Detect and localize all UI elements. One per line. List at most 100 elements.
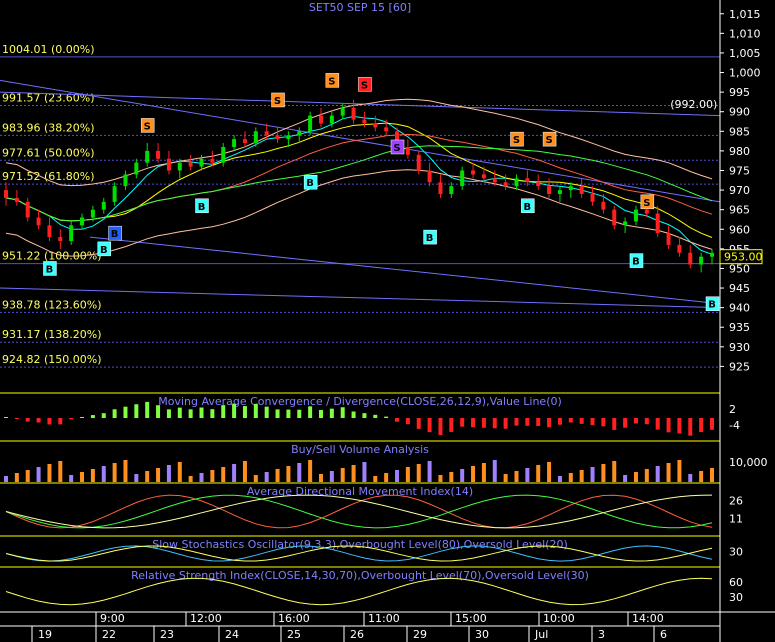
panel-tick-label: 30: [729, 546, 743, 559]
macd-bar: [644, 418, 649, 425]
macd-bar: [416, 418, 421, 429]
macd-bar: [395, 418, 400, 422]
macd-bar: [134, 404, 139, 418]
price-tick-label: 945: [729, 282, 750, 295]
volume-bar: [253, 475, 258, 482]
macd-bar: [590, 418, 595, 426]
macd-bar: [568, 418, 573, 423]
signal-label: S: [513, 135, 520, 146]
macd-bar: [373, 414, 378, 418]
volume-bar: [112, 463, 117, 482]
candle-body: [492, 178, 497, 183]
indicator-line: [5, 545, 713, 562]
candle-body: [623, 221, 628, 226]
trend-line: [0, 287, 721, 309]
volume-bar: [199, 473, 204, 482]
volume-bar: [69, 475, 74, 482]
macd-bar: [80, 417, 85, 418]
fib-level-label: 983.96 (38.20%): [2, 121, 95, 134]
signal-label: B: [426, 233, 434, 244]
macd-bar: [90, 415, 95, 418]
candle-body: [14, 197, 19, 202]
macd-bar: [221, 405, 226, 418]
macd-bar: [688, 418, 693, 436]
macd-bar: [210, 409, 215, 418]
sell-signal: S: [390, 139, 405, 155]
signal-box: [303, 174, 318, 190]
volume-bar: [612, 461, 617, 482]
signal-box: [271, 92, 285, 108]
signal-label: B: [306, 178, 314, 189]
signal-label: B: [100, 245, 108, 256]
buy-signal: B: [303, 174, 318, 190]
signal-box: [358, 77, 372, 92]
volume-bar: [710, 468, 714, 482]
candle-body: [112, 186, 117, 202]
candle-body: [308, 115, 313, 132]
indicator-line: [5, 545, 713, 562]
signal-box: [542, 131, 557, 147]
volume-bar: [340, 468, 345, 482]
macd-bar: [36, 418, 41, 423]
candle-body: [188, 162, 193, 167]
volume-bar: [547, 462, 552, 482]
signal-label: B: [46, 264, 54, 275]
sell-signal: S: [510, 131, 524, 147]
candle-body: [416, 154, 421, 171]
signal-box: [325, 73, 340, 88]
volume-bar: [514, 471, 519, 482]
signal-box: [108, 225, 122, 241]
volume-bar: [623, 475, 628, 482]
volume-bar: [318, 474, 323, 482]
panel-title: Moving Average Convergence / Divergence(…: [158, 395, 562, 408]
buy-signal: B: [195, 198, 209, 214]
signal-label: S: [361, 80, 368, 91]
candle-body: [460, 170, 465, 187]
candle-body: [329, 115, 334, 124]
volume-bar: [80, 472, 85, 482]
date-label: 19: [38, 628, 52, 641]
candle-body: [80, 217, 85, 226]
sell-signal: S: [140, 118, 155, 133]
macd-bar: [232, 403, 237, 418]
panel-title: Slow Stochastics Oscillator(9,3,3),Overb…: [152, 538, 568, 551]
volume-bar: [264, 472, 269, 482]
volume-bar: [416, 464, 421, 482]
fib-level-label: 924.82 (150.00%): [2, 353, 102, 366]
volume-bar: [134, 474, 139, 482]
price-tick-label: 935: [729, 321, 750, 334]
signal-label: B: [198, 202, 206, 213]
candle-body: [47, 225, 52, 238]
candle-body: [438, 182, 443, 194]
macd-bar: [351, 411, 356, 418]
volume-bar: [449, 472, 454, 482]
signal-label: S: [545, 135, 552, 146]
candle-body: [25, 201, 30, 218]
macd-bar: [438, 418, 443, 436]
volume-bar: [4, 476, 8, 482]
price-tick-label: 1,000: [729, 67, 761, 80]
macd-bar: [145, 401, 150, 418]
buy-signal: B: [423, 229, 437, 245]
volume-bar: [471, 466, 476, 482]
candle-body: [275, 135, 280, 140]
macd-bar: [156, 405, 161, 418]
candle-body: [688, 252, 693, 265]
candle-body: [90, 209, 95, 218]
volume-bar: [525, 468, 530, 482]
signal-box: [521, 198, 535, 214]
volume-bar: [351, 465, 356, 482]
macd-bar: [69, 418, 74, 420]
price-tick-label: 980: [729, 145, 750, 158]
buy-signal: B: [521, 198, 535, 214]
candle-body: [362, 119, 367, 124]
time-label: 14:00: [632, 612, 664, 625]
macd-bar: [14, 418, 19, 419]
candle-body: [471, 170, 476, 175]
date-label: 22: [102, 628, 116, 641]
signal-label: S: [328, 76, 335, 87]
macd-bar: [460, 418, 465, 427]
candle-body: [318, 115, 323, 124]
volume-bar: [395, 470, 400, 482]
price-annotation: (992.00): [670, 98, 717, 111]
